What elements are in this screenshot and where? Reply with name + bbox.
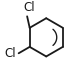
Text: Cl: Cl xyxy=(24,1,36,14)
Text: Cl: Cl xyxy=(4,47,16,60)
